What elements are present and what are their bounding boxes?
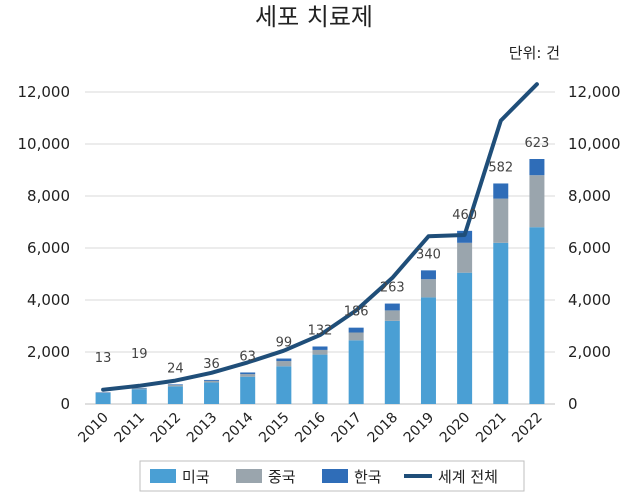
data-labels: 13 19 24 36 63 99 132 186 263 340 460 582 623 (95, 136, 550, 376)
x-tick-label: 2017 (328, 410, 365, 447)
x-tick-label: 2011 (112, 410, 149, 447)
bar-segment (529, 159, 545, 176)
data-label: 99 (276, 336, 293, 351)
bar-segment (240, 374, 256, 377)
y-left-tick-label: 0 (60, 395, 70, 413)
legend-swatch (236, 469, 262, 483)
y-right-tick-label: 6,000 (568, 239, 611, 257)
data-label: 186 (344, 305, 369, 320)
bar-segment (167, 385, 183, 387)
bar-segment (384, 320, 400, 404)
bar-segment (312, 346, 328, 350)
y-left-tick-label: 2,000 (27, 343, 70, 361)
chart-title: 세포 치료제 (255, 3, 373, 31)
data-label: 582 (488, 160, 513, 175)
bar-segment (204, 380, 220, 383)
bar-segment (167, 384, 183, 386)
grid-lines (85, 91, 555, 405)
x-tick-label: 2022 (509, 410, 546, 447)
bar-segment (312, 354, 328, 404)
bar-segment (493, 242, 509, 404)
bar-segment (348, 332, 364, 341)
bar-segment (457, 272, 473, 404)
bar-segment (276, 366, 292, 404)
y-right-tick-label: 8,000 (568, 187, 611, 205)
legend-label: 한국 (354, 468, 382, 486)
x-tick-label: 2020 (437, 410, 474, 447)
bar-segment (420, 270, 436, 280)
bar-segment (420, 279, 436, 298)
bar-group (95, 159, 545, 404)
legend-swatch (150, 469, 176, 483)
x-tick-label: 2019 (401, 410, 438, 447)
bar-segment (204, 379, 220, 381)
x-axis: 2010 2011 2012 2013 2014 2015 2016 2017 2018 2019… (75, 409, 545, 446)
bar-segment (95, 392, 111, 404)
y-axis-right: 0 2,000 4,000 6,000 8,000 10,000 12,000 (568, 83, 621, 413)
data-label: 340 (416, 247, 441, 262)
bar-segment (493, 198, 509, 243)
y-left-tick-label: 8,000 (27, 187, 70, 205)
y-axis-left: 0 2,000 4,000 6,000 8,000 10,000 12,000 (18, 83, 71, 413)
legend: 미국 중국 한국 세계 전체 (139, 460, 525, 492)
bar-segment (493, 183, 509, 199)
unit-label: 단위: 건 (509, 44, 560, 62)
bar-segment (348, 327, 364, 333)
data-label: 19 (131, 347, 148, 362)
y-left-tick-label: 4,000 (27, 291, 70, 309)
y-right-tick-label: 0 (568, 395, 578, 413)
bar-segment (312, 349, 328, 355)
bar-segment (167, 386, 183, 404)
x-tick-label: 2010 (75, 410, 112, 447)
line-group (101, 82, 539, 392)
y-left-tick-label: 6,000 (27, 239, 70, 257)
bar-segment (276, 358, 292, 362)
data-label: 263 (380, 281, 405, 296)
line-world-total (101, 82, 539, 392)
legend-label: 미국 (182, 468, 210, 486)
legend-label: 세계 전체 (438, 468, 498, 486)
x-tick-label: 2012 (148, 410, 185, 447)
legend-label: 중국 (268, 468, 296, 486)
bar-segment (276, 361, 292, 367)
bar-segment (240, 372, 256, 375)
data-label: 460 (452, 208, 477, 223)
bar-segment (240, 376, 256, 404)
bar-segment (131, 389, 147, 404)
data-label: 63 (239, 349, 256, 364)
data-label: 13 (95, 351, 112, 366)
bar-segment (204, 382, 220, 404)
y-right-tick-label: 12,000 (568, 83, 621, 101)
y-right-tick-label: 4,000 (568, 291, 611, 309)
bar-segment (384, 310, 400, 321)
y-right-tick-label: 10,000 (568, 135, 621, 153)
bar-segment (131, 388, 147, 390)
legend-swatch (322, 469, 348, 483)
x-tick-label: 2021 (473, 410, 510, 447)
bar-segment (529, 175, 545, 228)
y-right-tick-label: 2,000 (568, 343, 611, 361)
x-tick-label: 2014 (220, 409, 257, 446)
x-tick-label: 2015 (256, 410, 293, 447)
x-tick-label: 2013 (184, 410, 221, 447)
x-tick-label: 2016 (292, 409, 329, 446)
bar-segment (384, 303, 400, 311)
x-tick-label: 2018 (365, 410, 402, 447)
y-left-tick-label: 10,000 (18, 135, 71, 153)
data-label: 623 (525, 136, 550, 151)
data-label: 36 (203, 357, 220, 372)
bar-segment (348, 340, 364, 404)
bar-segment (457, 242, 473, 273)
data-label: 132 (308, 323, 333, 338)
bar-segment (420, 297, 436, 404)
y-left-tick-label: 12,000 (18, 83, 71, 101)
data-label: 24 (167, 361, 184, 376)
bar-segment (529, 227, 545, 404)
